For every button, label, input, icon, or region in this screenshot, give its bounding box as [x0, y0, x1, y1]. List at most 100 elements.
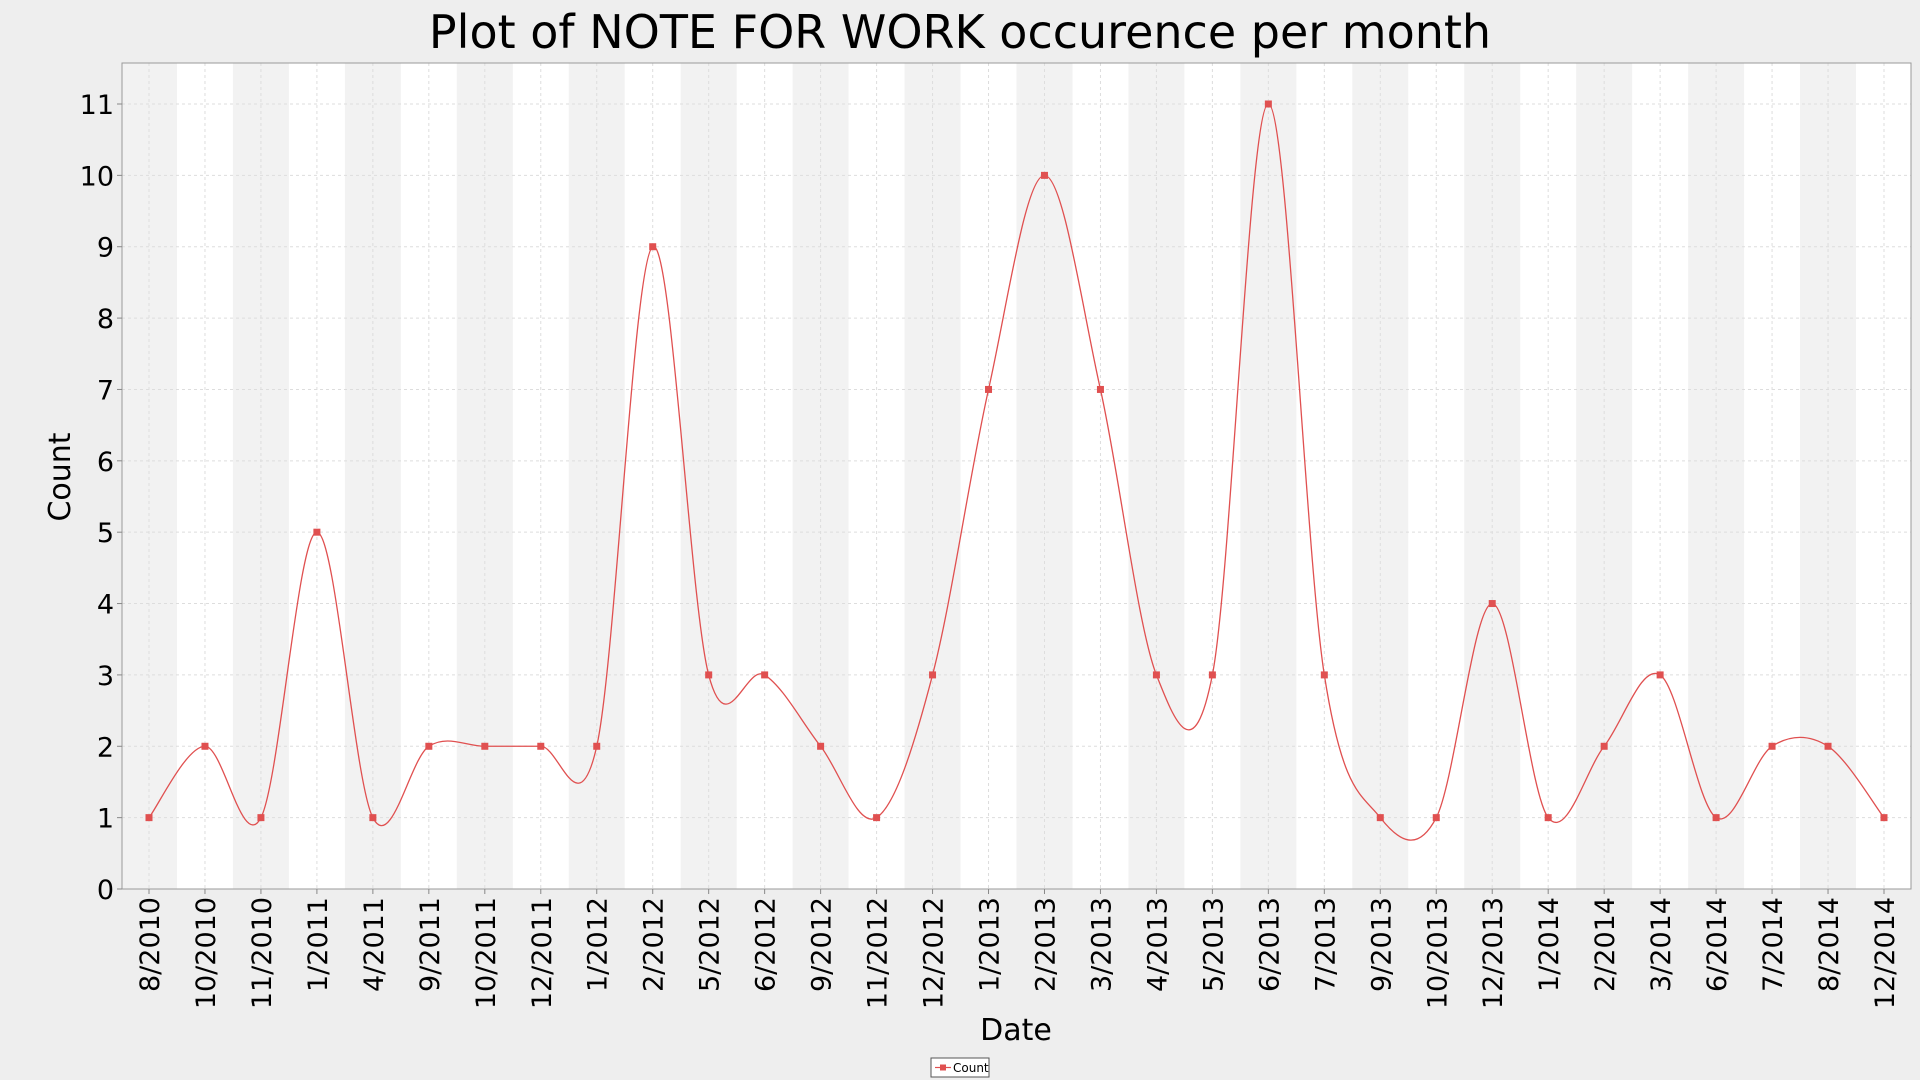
x-tick-label: 9/2012: [807, 897, 838, 992]
category-band: [344, 63, 401, 889]
data-point: [929, 671, 937, 679]
data-point: [1656, 671, 1664, 679]
legend-label-count: Count: [953, 1061, 989, 1075]
legend: Count: [930, 1057, 990, 1078]
x-tick-label: 10/2010: [191, 897, 222, 1009]
data-point: [145, 814, 153, 822]
data-point: [1320, 671, 1328, 679]
category-band: [792, 63, 849, 889]
x-tick-label: 2/2013: [1030, 897, 1061, 992]
data-point: [1824, 742, 1832, 750]
x-tick-label: 6/2013: [1254, 897, 1285, 992]
data-point: [817, 742, 825, 750]
x-tick-label: 7/2014: [1758, 897, 1789, 992]
x-tick-label: 12/2011: [527, 897, 558, 1009]
category-band: [232, 63, 289, 889]
category-band: [1016, 63, 1073, 889]
data-point: [1040, 171, 1048, 179]
x-tick-label: 2/2012: [639, 897, 670, 992]
series-line-count: [148, 103, 1885, 841]
x-tick-label: 3/2013: [1086, 897, 1117, 992]
data-point: [649, 243, 657, 251]
data-point: [537, 742, 545, 750]
gridlines: [122, 63, 1911, 890]
data-point: [201, 742, 209, 750]
x-tick-label: 10/2013: [1422, 897, 1453, 1009]
x-tick-label: 10/2011: [471, 897, 502, 1009]
x-tick-label: 11/2012: [863, 897, 894, 1009]
category-bands: [122, 63, 1911, 889]
category-band: [1464, 63, 1521, 889]
category-band: [1688, 63, 1745, 889]
category-band: [122, 63, 177, 889]
x-tick-label: 12/2013: [1478, 897, 1509, 1009]
x-tick-label: 4/2013: [1142, 897, 1173, 992]
y-tick-label: 9: [97, 233, 114, 264]
x-tick-label: 5/2012: [695, 897, 726, 992]
category-band: [568, 63, 625, 889]
legend-box: [930, 1057, 990, 1078]
data-point: [1600, 742, 1608, 750]
y-axis: 0 1 2 3 4 5 6 7 8 9 10 11: [80, 90, 122, 906]
category-band: [1576, 63, 1633, 889]
x-tick-label: 8/2014: [1814, 897, 1845, 992]
x-tick-label: 5/2013: [1198, 897, 1229, 992]
y-tick-label: 7: [97, 375, 114, 406]
y-axis-label: Count: [43, 432, 78, 521]
y-tick-label: 11: [80, 90, 114, 121]
data-point: [1880, 814, 1888, 822]
category-band: [680, 63, 737, 889]
data-point: [1264, 100, 1272, 108]
x-tick-label: 9/2011: [415, 897, 446, 992]
data-point: [1544, 814, 1552, 822]
data-point: [593, 742, 601, 750]
y-tick-label: 5: [97, 518, 114, 549]
x-tick-label: 4/2011: [359, 897, 390, 992]
series-group: [145, 100, 1888, 841]
category-band: [1352, 63, 1409, 889]
data-point: [1096, 385, 1104, 393]
data-point: [481, 742, 489, 750]
y-tick-label: 6: [97, 447, 114, 478]
x-tick-label: 6/2012: [751, 897, 782, 992]
data-point: [369, 814, 377, 822]
x-tick-label: 9/2013: [1366, 897, 1397, 992]
x-axis-label: Date: [980, 1013, 1052, 1048]
category-band: [904, 63, 961, 889]
y-tick-label: 10: [80, 161, 114, 192]
category-band: [1240, 63, 1297, 889]
y-tick-label: 3: [97, 661, 114, 692]
category-band: [456, 63, 513, 889]
data-point: [1712, 814, 1720, 822]
x-tick-label: 1/2013: [975, 897, 1006, 992]
category-band: [1800, 63, 1857, 889]
y-tick-label: 4: [97, 590, 114, 621]
x-tick-label: 1/2014: [1534, 897, 1565, 992]
y-tick-label: 0: [97, 875, 114, 906]
data-point: [313, 528, 321, 536]
x-tick-label: 7/2013: [1310, 897, 1341, 992]
data-point: [1152, 671, 1160, 679]
data-point: [1376, 814, 1384, 822]
y-tick-label: 1: [97, 804, 114, 835]
x-axis: 8/2010 10/2010 11/2010 1/2011 4/2011 9/2011 10…: [135, 889, 1901, 1009]
x-tick-label: 8/2010: [135, 897, 166, 992]
data-point: [425, 742, 433, 750]
x-tick-label: 11/2010: [247, 897, 278, 1009]
legend-marker-swatch: [940, 1064, 946, 1071]
data-point: [1208, 671, 1216, 679]
x-tick-label: 6/2014: [1702, 897, 1733, 992]
data-point: [1488, 600, 1496, 608]
category-band: [1128, 63, 1185, 889]
data-point: [761, 671, 769, 679]
y-tick-label: 2: [97, 732, 114, 763]
plot-frame: [121, 62, 1912, 890]
data-point: [705, 671, 713, 679]
data-point: [1432, 814, 1440, 822]
chart-title: Plot of NOTE FOR WORK occurence per mont…: [429, 5, 1491, 59]
x-tick-label: 12/2014: [1870, 897, 1901, 1009]
y-tick-label: 8: [97, 304, 114, 335]
x-tick-label: 3/2014: [1646, 897, 1677, 992]
x-tick-label: 12/2012: [919, 897, 950, 1009]
